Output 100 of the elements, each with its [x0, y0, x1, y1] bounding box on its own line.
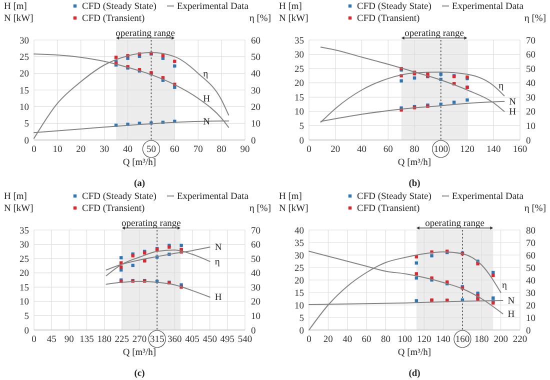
- x-tick-label: 0: [306, 335, 312, 345]
- y2-tick-label: 60: [251, 240, 261, 251]
- y2-tick-label: 40: [251, 269, 261, 280]
- y2-tick-label: 70: [526, 238, 536, 249]
- legend-label: CFD (Transient): [357, 14, 420, 24]
- annotation: H: [214, 293, 222, 304]
- y2-tick-label: 50: [526, 264, 536, 274]
- y-tick-label: 0: [299, 326, 304, 336]
- y-tick-label: 15: [294, 288, 304, 299]
- y-tick-label: 35: [20, 226, 30, 236]
- x-tick-label: 10: [52, 145, 62, 155]
- x-tick-label: 0: [306, 145, 312, 155]
- x-tick-label: 20: [76, 145, 86, 155]
- y2-tick-label: 10: [526, 122, 536, 132]
- x-tick-label: 100: [434, 145, 448, 155]
- x-tick-label: 160: [512, 145, 528, 155]
- y-tick-label: 5: [24, 120, 30, 130]
- y-tick-label: 0: [299, 136, 304, 146]
- y2-tick-label: 10: [251, 312, 261, 322]
- y-tick-label: 5: [24, 312, 30, 322]
- annotation: H: [509, 107, 516, 118]
- x-tick-label: 180: [97, 335, 112, 345]
- y2-tick-label: 0: [251, 326, 256, 336]
- y2-tick-label: 20: [526, 108, 536, 118]
- x-tick-label: 80: [216, 145, 227, 155]
- y2-tick-label: 20: [251, 298, 261, 308]
- y2-axis-title: η [%]: [524, 14, 546, 24]
- x-tick-label: 220: [512, 335, 528, 345]
- x-tick-label: 360: [168, 335, 182, 345]
- y-tick-label: 25: [20, 52, 30, 63]
- y2-tick-label: 50: [251, 52, 261, 63]
- band-label: operating range: [116, 29, 176, 39]
- annotation: η: [498, 82, 504, 92]
- x-tick-label: 80: [380, 335, 391, 345]
- x-tick-label: 20: [323, 335, 334, 345]
- x-tick-label: 0: [32, 335, 37, 345]
- annotation: N: [508, 296, 515, 306]
- legend-label: CFD (Transient): [82, 14, 145, 24]
- y2-tick-label: 60: [526, 50, 536, 61]
- x-tick-label: 80: [410, 145, 420, 155]
- y2-tick-label: 0: [526, 136, 531, 146]
- y2-tick-label: 20: [251, 102, 261, 113]
- y2-axis-title: η [%]: [249, 204, 271, 214]
- y-tick-label: 10: [294, 301, 304, 312]
- x-tick-label: 180: [474, 335, 490, 345]
- x-tick-label: 450: [202, 335, 218, 345]
- legend-label: CFD (Transient): [357, 204, 420, 214]
- y-tick-label: 15: [20, 283, 30, 294]
- y2-tick-label: 40: [251, 70, 261, 80]
- x-tick-label: 225: [114, 335, 130, 345]
- y-tick-label: 10: [20, 298, 30, 308]
- x-tick-label: 90: [64, 335, 74, 345]
- y2-tick-label: 30: [526, 93, 536, 104]
- y-tick-label: 10: [294, 108, 304, 118]
- y-tick-label: 40: [294, 226, 304, 236]
- annotation: H: [508, 310, 515, 320]
- legend-label: Experimental Data: [177, 192, 250, 202]
- band-label: operating range: [425, 219, 484, 229]
- y2-tick-label: 50: [251, 254, 261, 265]
- y-tick-label: 0: [24, 326, 30, 336]
- x-tick-label: 20: [330, 145, 340, 155]
- y2-tick-label: 0: [251, 136, 256, 146]
- y2-tick-label: 80: [526, 226, 536, 236]
- y2-tick-label: 40: [526, 79, 536, 90]
- y2-axis-title: η [%]: [249, 14, 271, 24]
- x-tick-label: 40: [123, 145, 133, 155]
- x-axis-title: Q [m³/h]: [122, 348, 156, 358]
- y-tick-label: 20: [294, 79, 304, 90]
- annotation: η: [502, 281, 507, 291]
- y2-tick-label: 0: [526, 326, 531, 336]
- annotation: η: [214, 257, 220, 268]
- y-tick-label: 25: [294, 64, 304, 75]
- x-tick-label: 315: [150, 335, 164, 345]
- legend-label: Experimental Data: [452, 2, 524, 12]
- x-axis-title: Q [m³/h]: [398, 158, 432, 168]
- y2-tick-label: 30: [526, 288, 536, 299]
- y-tick-label: 5: [299, 122, 304, 132]
- annotation: η: [203, 69, 208, 80]
- x-tick-label: 60: [383, 145, 394, 155]
- y-axis-title: H [m] N [kW]: [279, 192, 308, 214]
- legend-label: CFD (Steady State): [357, 192, 432, 202]
- y2-tick-label: 70: [251, 226, 261, 236]
- y-axis-title: H [m] N [kW]: [4, 192, 34, 214]
- band-label: operating range: [122, 219, 181, 229]
- legend-label: CFD (Steady State): [82, 192, 156, 202]
- y-tick-label: 15: [294, 93, 304, 104]
- annotation: N: [214, 243, 222, 254]
- y-tick-label: 30: [20, 36, 30, 46]
- y-tick-label: 0: [24, 136, 30, 146]
- x-tick-label: 160: [455, 335, 470, 345]
- y2-tick-label: 10: [526, 314, 536, 324]
- y2-tick-label: 30: [251, 86, 261, 96]
- x-tick-label: 70: [193, 145, 204, 155]
- x-tick-label: 540: [238, 335, 252, 345]
- annotation: H: [203, 94, 210, 104]
- y2-tick-label: 50: [526, 64, 536, 75]
- y-tick-label: 10: [20, 102, 30, 113]
- y-tick-label: 25: [294, 264, 304, 274]
- x-tick-label: 0: [32, 145, 37, 155]
- legend-label: CFD (Transient): [82, 204, 145, 214]
